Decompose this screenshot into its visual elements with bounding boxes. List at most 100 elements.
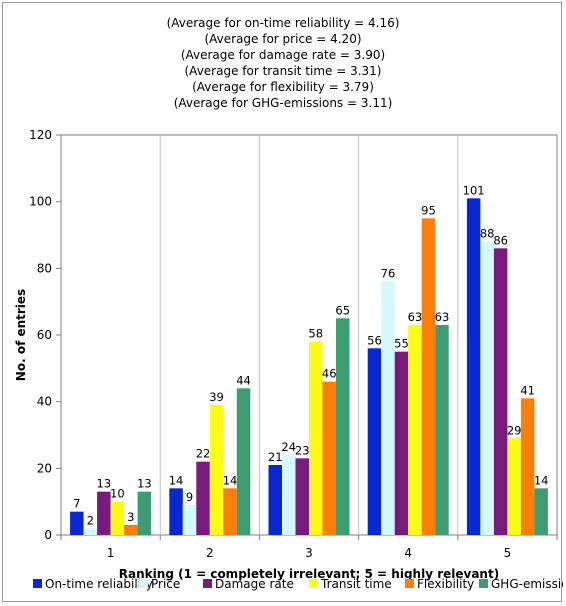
data-label: 41: [520, 383, 535, 397]
data-label: 29: [507, 423, 522, 437]
bar: [282, 455, 296, 535]
x-tick-label: 2: [206, 546, 214, 560]
y-tick-label: 40: [37, 395, 52, 409]
data-label: 14: [223, 473, 238, 487]
x-axis-title: Ranking (1 = completely irrelevant; 5 = …: [119, 567, 499, 581]
data-label: 44: [236, 373, 251, 387]
bar: [394, 351, 409, 535]
annotation-flexibility: (Average for flexibility = 3.79): [192, 80, 374, 94]
data-label: 46: [322, 367, 337, 381]
x-axis-ticks: 1 2 3 4 5: [60, 535, 558, 560]
bar: [223, 488, 237, 535]
bar: [534, 488, 548, 535]
grid-lines: [159, 135, 459, 535]
legend-label: Damage rate: [215, 577, 294, 591]
legend-swatch: [405, 579, 414, 588]
bar: [466, 198, 481, 536]
legend-item: Flexibility: [405, 577, 474, 591]
bar: [236, 388, 251, 535]
data-label: 63: [408, 310, 423, 324]
bar: [309, 341, 323, 535]
x-tick-label: 5: [504, 546, 512, 560]
bar: [97, 491, 111, 535]
bars: [70, 198, 548, 536]
legend-item: Damage rate: [203, 577, 294, 591]
bar: [70, 511, 84, 535]
legend-label: GHG-emissions: [491, 577, 563, 591]
data-label: 56: [367, 333, 382, 347]
y-tick-label: 100: [29, 195, 52, 209]
y-tick-label: 120: [29, 128, 52, 142]
data-label: 21: [268, 450, 283, 464]
bar: [295, 458, 309, 535]
y-tick-label: 20: [37, 461, 52, 475]
bar: [137, 491, 152, 535]
x-tick-label: 4: [404, 546, 412, 560]
bar: [507, 438, 521, 535]
annotation-damage: (Average for damage rate = 3.90): [181, 48, 385, 62]
data-label: 76: [381, 267, 396, 281]
legend-item: GHG-emissions: [479, 577, 563, 591]
data-label: 22: [196, 447, 211, 461]
annotation-ontime: (Average for on-time reliability = 4.16): [167, 16, 400, 30]
y-tick-label: 80: [37, 261, 52, 275]
bar: [110, 501, 125, 535]
bar: [421, 218, 436, 536]
average-annotations: (Average for on-time reliability = 4.16)…: [167, 16, 400, 110]
bar: [169, 488, 183, 535]
data-label: 88: [480, 227, 495, 241]
bar: [83, 528, 98, 535]
legend-item: Transit time: [309, 577, 392, 591]
bar: [367, 348, 382, 535]
bar: [124, 525, 138, 535]
data-label: 23: [295, 443, 310, 457]
y-tick-label: 60: [37, 328, 52, 342]
bar: [408, 325, 422, 535]
data-label: 58: [308, 327, 323, 341]
x-tick-label: 3: [305, 546, 313, 560]
data-label: 95: [421, 203, 436, 217]
data-label: 10: [110, 487, 125, 501]
bar: [268, 465, 282, 535]
data-label: 13: [97, 477, 112, 491]
bar: [209, 405, 224, 535]
annotation-price: (Average for price = 4.20): [204, 32, 361, 46]
legend-label: Transit time: [320, 577, 392, 591]
legend-swatch: [203, 579, 212, 588]
annotation-transit: (Average for transit time = 3.31): [185, 64, 382, 78]
data-label: 14: [534, 473, 549, 487]
data-label: 101: [463, 183, 485, 197]
bar: [520, 398, 535, 535]
data-label: 65: [335, 303, 350, 317]
legend-item: Price: [139, 577, 180, 591]
bar: [196, 461, 210, 535]
bar: [336, 318, 350, 535]
bar: [182, 505, 197, 535]
data-label: 2: [87, 513, 94, 527]
x-tick-label: 1: [107, 546, 115, 560]
bar: [381, 281, 395, 535]
data-label: 14: [169, 473, 184, 487]
data-label: 63: [435, 310, 450, 324]
legend-swatch: [479, 579, 488, 588]
legend-label: Flexibility: [417, 577, 474, 591]
chart-svg: (Average for on-time reliability = 4.16)…: [14, 16, 563, 591]
annotation-ghg: (Average for GHG-emissions = 3.11): [174, 96, 393, 110]
data-label: 24: [281, 440, 296, 454]
bar: [435, 325, 449, 535]
legend-swatch: [139, 579, 148, 588]
data-label: 55: [394, 337, 409, 351]
legend-item: On-time reliability: [33, 577, 153, 591]
legend-label: On-time reliability: [45, 577, 153, 591]
bar: [322, 381, 336, 535]
data-label: 13: [137, 477, 152, 491]
data-label: 39: [209, 390, 224, 404]
data-label: 7: [73, 497, 80, 511]
y-axis-title: No. of entries: [14, 289, 28, 381]
data-label: 86: [493, 233, 508, 247]
bar: [480, 241, 494, 535]
data-label: 3: [127, 510, 134, 524]
